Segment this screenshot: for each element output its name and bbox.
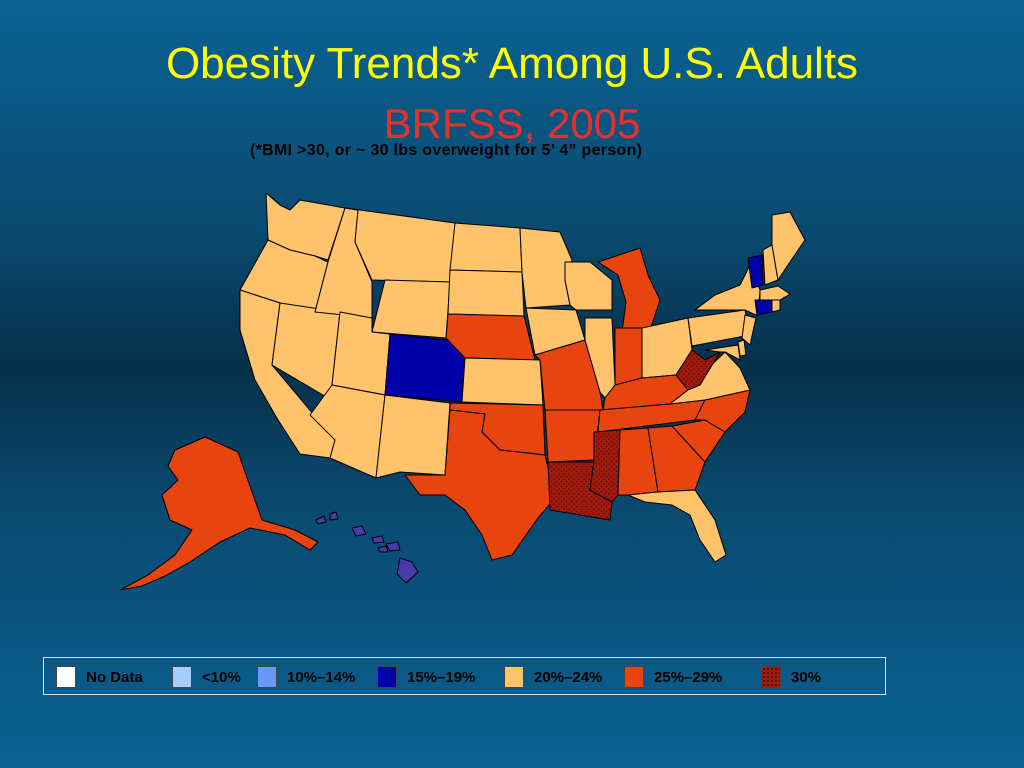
legend-swatch	[761, 666, 781, 688]
legend-swatch	[56, 666, 76, 688]
state-MA	[759, 285, 791, 301]
slide-subtitle: BRFSS, 2005	[383, 100, 641, 147]
map-legend: No Data <10% 10%–14% 15%–19% 20%–24% 25%–29% 3…	[43, 657, 886, 695]
state-ME	[771, 211, 806, 281]
state-MD	[704, 344, 741, 361]
legend-label: 20%–24%	[534, 669, 603, 686]
state-ND	[449, 222, 523, 273]
state-TX	[404, 409, 556, 561]
state-MN	[519, 227, 573, 309]
state-NM	[375, 394, 451, 479]
state-MS	[589, 429, 621, 503]
state-FL	[627, 489, 727, 563]
legend-swatch	[172, 666, 192, 688]
state-WY	[371, 279, 451, 339]
legend-label: <10%	[202, 669, 241, 686]
legend-label: 25%–29%	[654, 669, 723, 686]
legend-label: No Data	[86, 669, 143, 686]
legend-label: 15%–19%	[407, 669, 476, 686]
legend-swatch	[504, 666, 524, 688]
state-SD	[447, 269, 525, 317]
legend-label: 10%–14%	[287, 669, 356, 686]
legend-swatch	[624, 666, 644, 688]
legend-swatch	[377, 666, 397, 688]
state-RI	[771, 299, 781, 313]
bmi-footnote: (*BMI >30, or ~ 30 lbs overweight for 5’…	[250, 142, 643, 159]
state-IN	[614, 327, 643, 386]
state-KS	[461, 357, 544, 406]
state-NJ	[741, 314, 757, 346]
state-VT	[747, 254, 764, 289]
state-HI	[315, 511, 419, 584]
state-AR	[544, 409, 601, 463]
state-GA	[647, 425, 706, 493]
legend-label: 30%	[791, 669, 822, 686]
legend-swatch	[257, 666, 277, 688]
state-CT	[754, 299, 773, 316]
slide-title: Obesity Trends* Among U.S. Adults	[165, 39, 859, 88]
state-WI	[564, 261, 613, 311]
state-AK	[119, 436, 319, 591]
